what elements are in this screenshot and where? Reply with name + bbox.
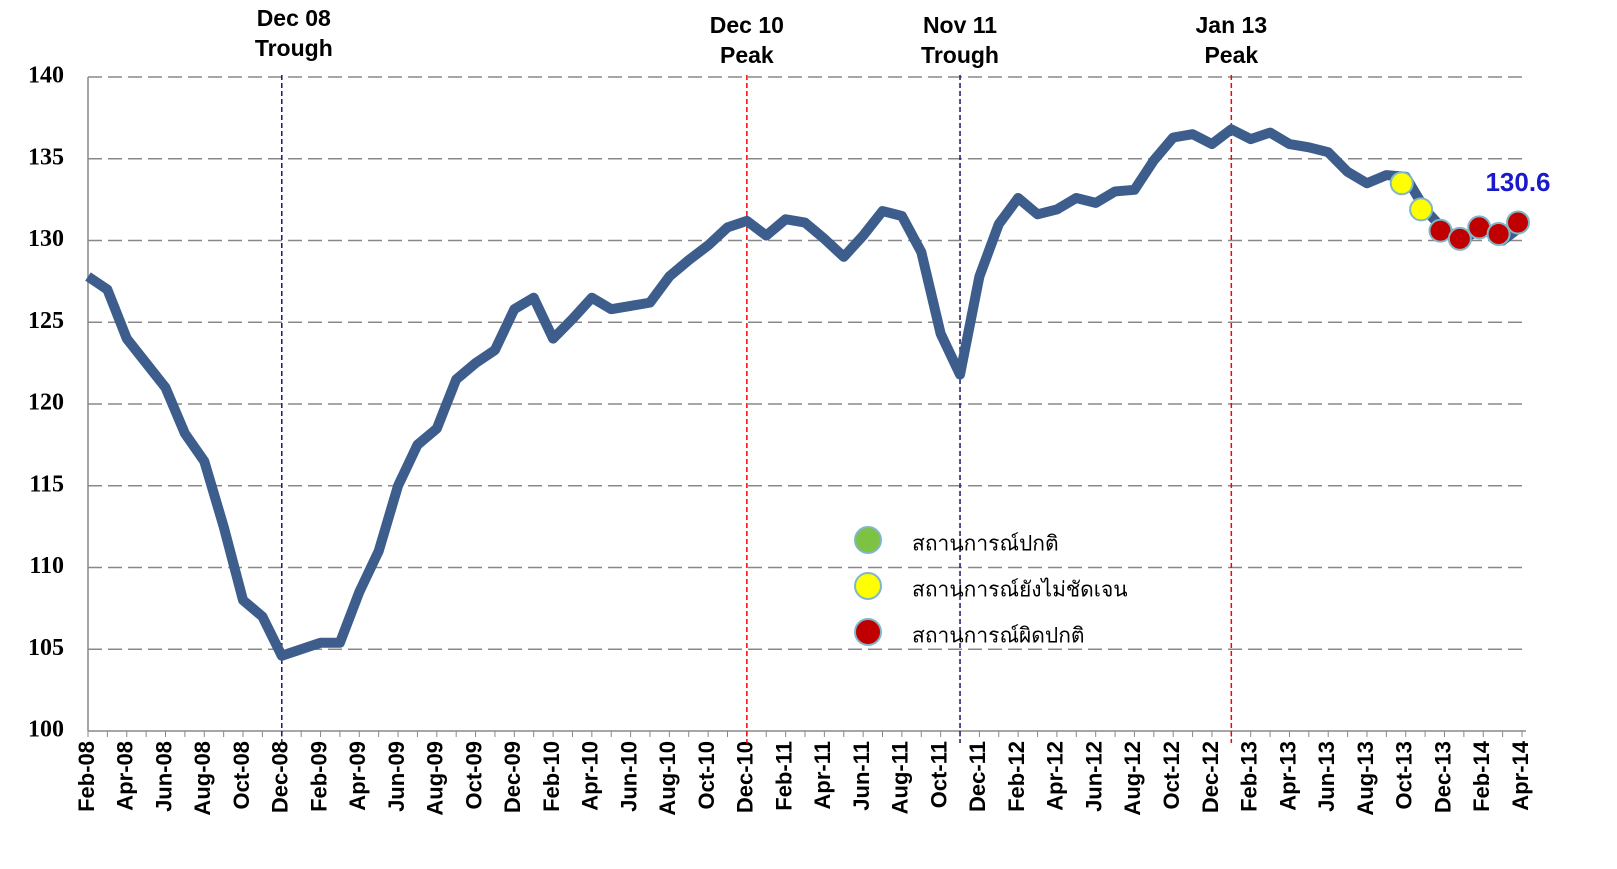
x-tick-label: Jun-13 bbox=[1314, 741, 1339, 812]
annotation: Trough bbox=[921, 42, 999, 68]
x-tick-label: Aug-08 bbox=[190, 741, 215, 816]
x-tick-label: Feb-10 bbox=[539, 741, 564, 812]
x-tick-label: Oct-13 bbox=[1392, 741, 1417, 809]
x-tick-label: Feb-09 bbox=[306, 741, 331, 812]
signal-point bbox=[1409, 197, 1434, 222]
last-value-label: 130.6 bbox=[1485, 167, 1550, 197]
x-tick-label: Feb-11 bbox=[771, 741, 796, 811]
y-tick-label: 115 bbox=[29, 471, 64, 497]
legend-marker bbox=[854, 572, 882, 600]
x-tick-label: Dec-13 bbox=[1430, 741, 1455, 813]
x-tick-label: Aug-10 bbox=[655, 741, 680, 816]
legend-marker bbox=[854, 526, 882, 554]
x-tick-label: Oct-12 bbox=[1159, 741, 1184, 809]
legend-marker bbox=[854, 618, 882, 646]
x-tick-label: Dec-10 bbox=[733, 741, 758, 813]
x-tick-label: Oct-09 bbox=[461, 741, 486, 809]
x-tick-label: Feb-14 bbox=[1469, 740, 1494, 812]
x-tick-label: Aug-12 bbox=[1120, 741, 1145, 816]
x-tick-label: Apr-10 bbox=[578, 741, 603, 811]
legend-label: สถานการณ์ยังไม่ชัดเจน bbox=[912, 578, 1128, 602]
signal-point bbox=[1506, 210, 1530, 235]
signal-point bbox=[1447, 226, 1472, 251]
signal-point bbox=[1389, 171, 1414, 196]
y-tick-label: 105 bbox=[28, 635, 64, 661]
annotation: Jan 13 bbox=[1196, 12, 1268, 38]
x-tick-label: Apr-13 bbox=[1275, 741, 1300, 811]
x-tick-label: Dec-08 bbox=[268, 741, 293, 813]
annotation: Trough bbox=[255, 35, 333, 61]
y-tick-label: 125 bbox=[28, 308, 64, 334]
annotation: Dec 10 bbox=[710, 12, 784, 38]
y-tick-label: 130 bbox=[28, 226, 64, 252]
annotation: Dec 08 bbox=[257, 5, 331, 31]
x-tick-label: Apr-08 bbox=[113, 741, 138, 811]
x-tick-label: Aug-11 bbox=[888, 741, 913, 814]
y-tick-label: 140 bbox=[28, 63, 64, 89]
x-tick-label: Dec-11 bbox=[965, 741, 990, 812]
x-tick-label: Jun-11 bbox=[849, 741, 874, 811]
legend-label: สถานการณ์ผิดปกติ bbox=[912, 624, 1085, 648]
x-tick-label: Apr-12 bbox=[1043, 741, 1068, 811]
x-tick-label: Feb-12 bbox=[1004, 741, 1029, 812]
x-tick-label: Jun-08 bbox=[151, 741, 176, 812]
annotation: Peak bbox=[1204, 42, 1258, 68]
y-tick-label: 135 bbox=[28, 144, 64, 170]
annotation: Nov 11 bbox=[923, 12, 997, 38]
x-tick-label: Apr-11 bbox=[810, 741, 835, 809]
x-tick-label: Dec-09 bbox=[500, 741, 525, 813]
x-tick-label: Feb-08 bbox=[74, 741, 99, 812]
x-tick-label: Apr-14 bbox=[1508, 740, 1533, 810]
y-tick-label: 100 bbox=[28, 717, 64, 743]
x-tick-label: Apr-09 bbox=[345, 741, 370, 811]
y-tick-label: 110 bbox=[29, 553, 64, 579]
x-tick-label: Jun-12 bbox=[1081, 741, 1106, 812]
y-tick-label: 120 bbox=[28, 390, 64, 416]
signal-point bbox=[1486, 221, 1511, 246]
legend-label: สถานการณ์ปกติ bbox=[912, 532, 1059, 556]
x-tick-label: Feb-13 bbox=[1237, 741, 1262, 812]
data-line bbox=[85, 124, 1526, 661]
x-tick-label: Dec-12 bbox=[1198, 741, 1223, 813]
x-tick-label: Aug-09 bbox=[423, 741, 448, 816]
x-tick-label: Jun-10 bbox=[616, 741, 641, 812]
x-tick-label: Oct-08 bbox=[229, 741, 254, 809]
x-tick-label: Jun-09 bbox=[384, 741, 409, 812]
annotation: Peak bbox=[720, 42, 774, 68]
x-tick-label: Aug-13 bbox=[1353, 741, 1378, 816]
x-tick-label: Oct-11 bbox=[926, 741, 951, 808]
x-tick-label: Oct-10 bbox=[694, 741, 719, 809]
